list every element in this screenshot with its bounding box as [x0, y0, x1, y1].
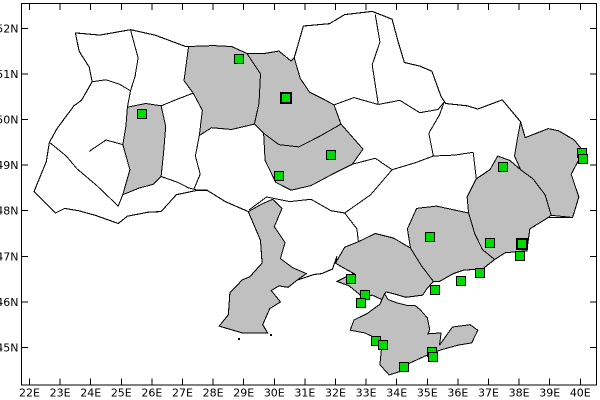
- station-marker-9: [424, 231, 436, 243]
- y-tick-label-46N: 46N: [0, 296, 19, 309]
- oblast-border-6: [49, 141, 124, 207]
- station-marker-16: [345, 273, 357, 285]
- x-tick-label-34E: 34E: [386, 387, 407, 400]
- station-marker-10: [484, 237, 496, 249]
- x-tick-label-37E: 37E: [478, 387, 499, 400]
- x-tick-label-24E: 24E: [80, 387, 101, 400]
- oblast-border-9: [248, 196, 345, 214]
- x-tick-label-39E: 39E: [539, 387, 560, 400]
- oblast-border-1: [92, 79, 131, 92]
- oblast-border-17: [333, 97, 379, 106]
- station-marker-20: [377, 339, 389, 351]
- x-tick-label-35E: 35E: [417, 387, 438, 400]
- x-tick-label-26E: 26E: [141, 387, 162, 400]
- oblast-border-12: [352, 157, 393, 171]
- station-marker-12: [514, 250, 526, 262]
- y-tick-label-45N: 45N: [0, 342, 19, 355]
- station-marker-15: [429, 284, 441, 296]
- region-kyiv-oblast: [245, 50, 342, 148]
- station-marker-14: [455, 275, 467, 287]
- x-tick-label-25E: 25E: [111, 387, 132, 400]
- x-tick-label-40E: 40E: [570, 387, 591, 400]
- oblast-border-10: [344, 212, 359, 242]
- oblast-border-11: [344, 169, 393, 214]
- x-tick-label-28E: 28E: [203, 387, 224, 400]
- oblast-border-18: [433, 151, 477, 179]
- region-crimea: [349, 292, 479, 376]
- y-tick-label-50N: 50N: [0, 114, 19, 127]
- oblast-border-4: [160, 92, 194, 107]
- station-marker-11: [515, 237, 529, 251]
- islet-2: [238, 338, 240, 340]
- x-tick-label-33E: 33E: [356, 387, 377, 400]
- oblast-border-2: [130, 29, 139, 91]
- y-tick-label-51N: 51N: [0, 68, 19, 81]
- station-marker-4: [325, 149, 337, 161]
- x-tick-label-36E: 36E: [447, 387, 468, 400]
- station-marker-8: [577, 153, 589, 165]
- station-marker-22: [427, 351, 439, 363]
- oblast-border-14: [428, 102, 445, 157]
- station-marker-6: [497, 161, 509, 173]
- station-marker-2: [233, 53, 245, 65]
- station-marker-13: [474, 267, 486, 279]
- station-marker-5: [273, 170, 285, 182]
- region-odesa: [218, 198, 308, 334]
- region-donetsk: [466, 155, 552, 261]
- x-tick-label-32E: 32E: [325, 387, 346, 400]
- oblast-border-5: [88, 139, 123, 152]
- x-tick-label-23E: 23E: [50, 387, 71, 400]
- station-marker-1: [136, 108, 148, 120]
- station-marker-3: [279, 91, 293, 105]
- islet-1: [270, 334, 272, 336]
- oblast-border-7: [160, 176, 198, 191]
- y-tick-label-52N: 52N: [0, 22, 19, 35]
- x-tick-label-38E: 38E: [509, 387, 530, 400]
- x-tick-label-27E: 27E: [172, 387, 193, 400]
- x-tick-label-29E: 29E: [233, 387, 254, 400]
- y-tick-label-48N: 48N: [0, 205, 19, 218]
- x-tick-label-31E: 31E: [294, 387, 315, 400]
- y-tick-label-47N: 47N: [0, 250, 19, 263]
- oblast-border-16: [371, 14, 381, 105]
- station-marker-23: [398, 361, 410, 373]
- y-tick-label-49N: 49N: [0, 159, 19, 172]
- region-kherson: [334, 232, 435, 301]
- x-tick-label-22E: 22E: [19, 387, 40, 400]
- oblast-border-8: [193, 135, 201, 189]
- oblast-border-15: [378, 99, 445, 114]
- oblast-border-13: [391, 155, 434, 171]
- oblast-border-3: [126, 90, 131, 108]
- x-tick-label-30E: 30E: [264, 387, 285, 400]
- station-marker-18: [355, 297, 367, 309]
- region-luhansk: [513, 121, 584, 219]
- plot-frame: [21, 3, 597, 386]
